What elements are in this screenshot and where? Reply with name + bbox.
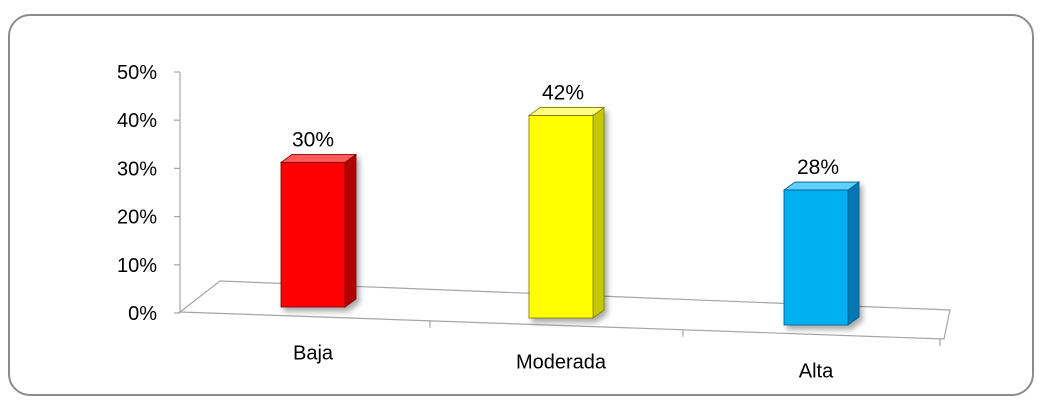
data-label: 30% xyxy=(292,128,334,151)
bar-front xyxy=(783,189,849,326)
bar-moderada xyxy=(527,106,606,319)
y-tick-label: 20% xyxy=(117,207,157,229)
bar-front xyxy=(528,115,594,319)
bar-alta xyxy=(782,181,861,326)
bar-side xyxy=(847,181,860,326)
bar-front xyxy=(280,161,346,308)
x-tick-label: Alta xyxy=(799,360,834,382)
bar-side xyxy=(344,153,357,308)
y-tick-label: 0% xyxy=(128,303,157,325)
data-label: 42% xyxy=(542,82,584,105)
bar-side xyxy=(592,106,605,319)
y-tick-label: 50% xyxy=(117,62,157,84)
bar-top xyxy=(782,181,861,191)
x-tick-label: Baja xyxy=(293,343,334,365)
bar-baja xyxy=(279,153,358,308)
y-tick-label: 30% xyxy=(117,158,157,180)
x-tick-label: Moderada xyxy=(516,351,607,373)
bar-top xyxy=(279,153,358,163)
bar-top xyxy=(527,107,606,116)
data-label: 28% xyxy=(797,156,839,179)
y-tick-label: 40% xyxy=(117,110,157,132)
y-tick-label: 10% xyxy=(117,255,157,277)
